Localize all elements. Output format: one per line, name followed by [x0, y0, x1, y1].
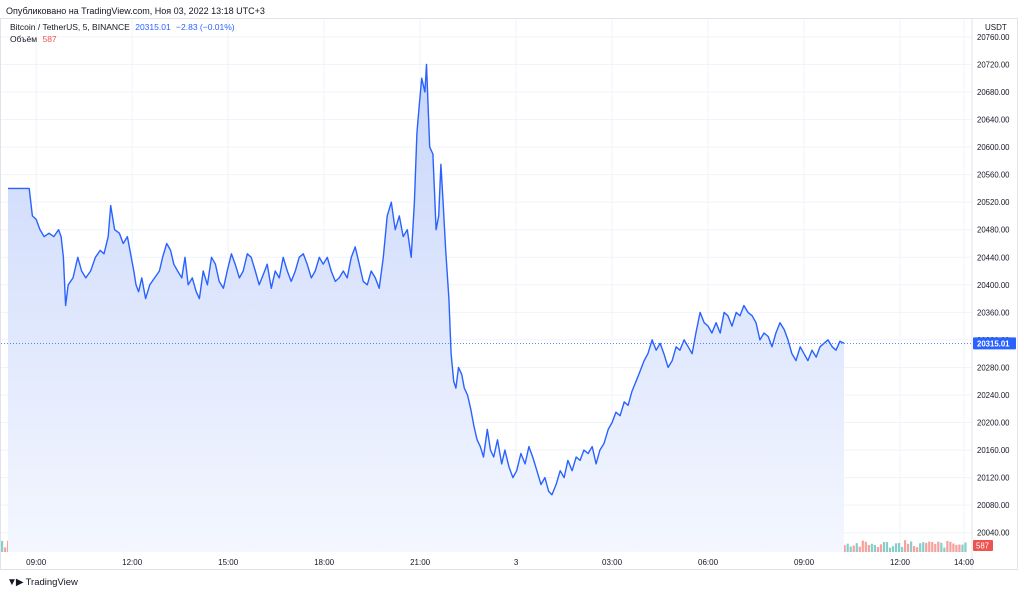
- volume-bar: [873, 544, 876, 552]
- volume-bar: [907, 543, 910, 552]
- volume-bar: [949, 541, 952, 552]
- volume-bar: [897, 542, 901, 552]
- y-tick-label: 20600.00: [977, 143, 1010, 152]
- tv-logo-icon: ▼▶: [7, 577, 24, 588]
- volume-bar: [964, 542, 967, 552]
- volume-bar: [931, 542, 934, 552]
- volume-bar: [916, 547, 919, 552]
- volume-bar: [846, 543, 849, 552]
- currency-label: USDT: [985, 23, 1007, 32]
- y-tick-label: 20160.00: [977, 446, 1010, 455]
- price-area: [8, 64, 844, 553]
- volume-bar: [1, 540, 4, 552]
- y-tick-label: 20080.00: [977, 501, 1010, 510]
- tradingview-logo[interactable]: ▼▶ TradingView: [7, 577, 78, 588]
- y-tick-label: 20280.00: [977, 363, 1010, 372]
- volume-bar: [858, 546, 861, 552]
- volume-bar: [864, 541, 867, 552]
- x-tick-label: 18:00: [314, 558, 335, 567]
- volume-bar: [885, 542, 889, 552]
- x-tick-label: 09:00: [794, 558, 815, 567]
- volume-bar: [849, 546, 852, 552]
- volume-bar: [958, 544, 961, 552]
- x-tick-label: 3: [514, 558, 519, 567]
- x-tick-label: 14:00: [954, 558, 975, 567]
- y-tick-label: 20480.00: [977, 226, 1010, 235]
- volume-bar: [855, 543, 858, 552]
- volume-bar: [922, 542, 925, 552]
- y-tick-label: 20120.00: [977, 474, 1010, 483]
- volume-bar: [843, 545, 846, 552]
- volume-bar: [882, 541, 886, 552]
- symbol-legend: Bitcoin / TetherUS, 5, BINANCE 20315.01 …: [10, 22, 238, 32]
- volume-bar: [910, 541, 913, 552]
- volume-label: Объём: [10, 34, 38, 44]
- x-tick-label: 03:00: [602, 558, 623, 567]
- y-tick-label: 20240.00: [977, 391, 1010, 400]
- y-tick-label: 20720.00: [977, 60, 1010, 69]
- volume-bar: [900, 546, 904, 552]
- volume-bar: [937, 541, 940, 552]
- volume-bar: [952, 543, 955, 552]
- volume-bar: [870, 543, 873, 552]
- volume-bar: [961, 544, 964, 552]
- volume-bar: [925, 542, 928, 552]
- last-volume-tag-text: 587: [976, 542, 989, 551]
- y-tick-label: 20560.00: [977, 171, 1010, 180]
- volume-bar: [946, 541, 949, 552]
- volume-bar: [940, 542, 943, 552]
- volume-bar: [903, 540, 907, 552]
- volume-bar: [861, 540, 864, 552]
- tv-logo-text: TradingView: [25, 577, 78, 588]
- volume-bar: [888, 547, 892, 552]
- volume-bar: [852, 545, 855, 552]
- volume-bar: [867, 545, 870, 552]
- y-tick-label: 20640.00: [977, 116, 1010, 125]
- x-tick-label: 12:00: [890, 558, 911, 567]
- volume-bar: [879, 544, 883, 552]
- volume-bar: [943, 547, 946, 552]
- chart-frame[interactable]: [0, 18, 1018, 570]
- volume-bar: [928, 541, 931, 552]
- volume-bar: [919, 543, 922, 552]
- x-tick-label: 15:00: [218, 558, 239, 567]
- y-tick-label: 20520.00: [977, 198, 1010, 207]
- y-tick-label: 20400.00: [977, 281, 1010, 290]
- last-volume-tag: [973, 540, 993, 551]
- y-tick-label: 20760.00: [977, 33, 1010, 42]
- volume-bar: [913, 546, 916, 552]
- y-tick-label: 20440.00: [977, 253, 1010, 262]
- symbol-name: Bitcoin / TetherUS, 5, BINANCE: [10, 22, 130, 32]
- x-tick-label: 06:00: [698, 558, 719, 567]
- legend-change: −2.83 (−0.01%): [176, 22, 235, 32]
- volume-bar: [876, 547, 879, 552]
- volume-value: 587: [42, 34, 57, 44]
- last-price-tag-text: 20315.01: [977, 339, 1010, 348]
- legend-price: 20315.01: [135, 22, 171, 32]
- volume-bar: [955, 544, 958, 552]
- y-tick-label: 20360.00: [977, 308, 1010, 317]
- volume-bar: [894, 543, 898, 552]
- volume-bar: [891, 546, 895, 552]
- volume-bar: [4, 547, 7, 552]
- y-tick-label: 20040.00: [977, 529, 1010, 538]
- volume-legend: Объём 587: [10, 34, 60, 44]
- x-tick-label: 21:00: [410, 558, 431, 567]
- publication-text: Опубликовано на TradingView.com, Ноя 03,…: [6, 6, 265, 16]
- y-tick-label: 20680.00: [977, 88, 1010, 97]
- y-tick-label: 20200.00: [977, 419, 1010, 428]
- price-line: [7, 63, 845, 496]
- last-price-tag: [973, 337, 1016, 350]
- volume-bar: [934, 543, 937, 552]
- x-tick-label: 12:00: [122, 558, 143, 567]
- x-tick-label: 09:00: [26, 558, 47, 567]
